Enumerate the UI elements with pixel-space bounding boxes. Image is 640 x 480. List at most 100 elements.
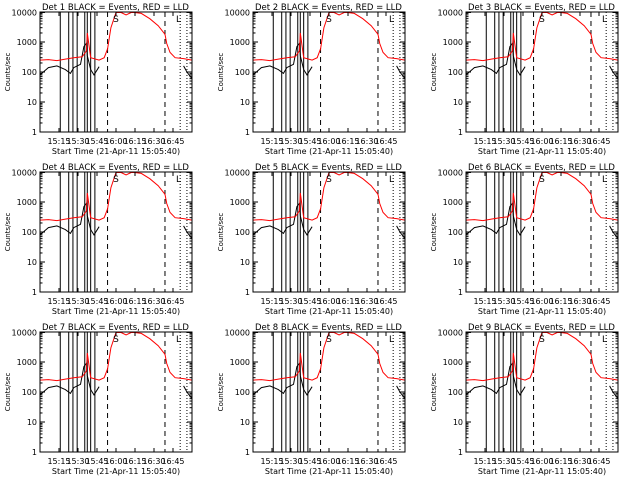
x-tick-label: 16:45	[374, 457, 397, 466]
y-axis-label: Counts/sec	[430, 213, 438, 252]
x-tick-label: 16:30	[568, 457, 591, 466]
x-tick-label: 16:45	[374, 137, 397, 146]
x-tick-label: 15:45	[85, 457, 108, 466]
x-tick-label: 15:15	[473, 137, 496, 146]
y-tick-label: 1000	[230, 198, 250, 207]
y-tick-label: 1000	[17, 358, 37, 367]
y-tick-label: 10	[27, 98, 37, 107]
x-tick-label: 15:15	[47, 457, 70, 466]
y-axis-label: Counts/sec	[4, 53, 12, 92]
x-tick-label: 15:30	[279, 457, 302, 466]
x-tick-label: 16:15	[123, 457, 146, 466]
y-tick-label: 1	[458, 128, 463, 137]
y-tick-label: 10	[27, 258, 37, 267]
chart-title: Det 4 BLACK = Events, RED = LLD	[42, 163, 189, 173]
y-axis-label: Counts/sec	[4, 213, 12, 252]
series-line-events	[465, 202, 526, 236]
y-tick-label: 10	[27, 418, 37, 427]
x-axis-label: Start Time (21-Apr-11 15:05:40)	[265, 307, 393, 316]
series-line-events	[252, 202, 313, 236]
y-tick-label: 100	[22, 388, 37, 397]
y-tick-label: 100	[235, 68, 250, 77]
x-axis-label: Start Time (21-Apr-11 15:05:40)	[52, 147, 180, 156]
series-line-events	[465, 362, 526, 396]
x-tick-label: 16:45	[587, 297, 610, 306]
x-tick-label: 16:15	[336, 457, 359, 466]
interval-marker: S	[113, 15, 119, 25]
x-tick-label: 16:00	[104, 137, 127, 146]
x-tick-label: 16:30	[568, 137, 591, 146]
y-tick-label: 100	[448, 68, 463, 77]
plot-frame	[252, 11, 406, 133]
x-tick-label: 15:30	[492, 297, 515, 306]
x-tick-label: 15:15	[260, 457, 283, 466]
interval-marker: L	[602, 175, 607, 185]
x-tick-label: 16:30	[355, 457, 378, 466]
x-tick-label: 16:15	[549, 457, 572, 466]
chart-title: Det 7 BLACK = Events, RED = LLD	[42, 323, 189, 333]
x-tick-label: 16:30	[142, 137, 165, 146]
y-tick-label: 1	[32, 448, 37, 457]
interval-marker: S	[113, 335, 119, 345]
y-tick-label: 10	[240, 98, 250, 107]
x-tick-label: 15:45	[298, 297, 321, 306]
y-tick-label: 10000	[225, 329, 250, 338]
plot-frame	[39, 331, 193, 453]
y-tick-label: 10000	[12, 329, 37, 338]
plot-frame	[465, 331, 619, 453]
series-line-events	[39, 42, 100, 76]
interval-marker: L	[389, 175, 394, 185]
x-tick-label: 16:45	[161, 137, 184, 146]
x-tick-label: 16:30	[568, 297, 591, 306]
y-tick-label: 10000	[438, 169, 463, 178]
series-line-events	[39, 362, 100, 396]
x-tick-label: 16:15	[336, 297, 359, 306]
y-tick-label: 1	[458, 448, 463, 457]
chart-title: Det 8 BLACK = Events, RED = LLD	[255, 323, 402, 333]
interval-marker: L	[602, 15, 607, 25]
x-tick-label: 15:30	[279, 137, 302, 146]
y-tick-label: 10000	[438, 329, 463, 338]
x-tick-label: 15:45	[85, 137, 108, 146]
y-tick-label: 1000	[17, 198, 37, 207]
interval-marker: S	[326, 15, 332, 25]
x-tick-label: 16:00	[530, 137, 553, 146]
interval-marker: L	[176, 15, 181, 25]
x-tick-label: 16:15	[336, 137, 359, 146]
x-tick-label: 16:15	[549, 297, 572, 306]
y-axis-label: Counts/sec	[217, 373, 225, 412]
chart-title: Det 6 BLACK = Events, RED = LLD	[468, 163, 615, 173]
y-axis-label: Counts/sec	[430, 53, 438, 92]
y-tick-label: 1000	[443, 38, 463, 47]
y-tick-label: 100	[235, 388, 250, 397]
x-tick-label: 15:30	[66, 297, 89, 306]
x-tick-label: 15:15	[47, 137, 70, 146]
x-tick-label: 16:00	[530, 457, 553, 466]
x-tick-label: 16:30	[142, 457, 165, 466]
interval-marker: L	[389, 335, 394, 345]
x-tick-label: 16:30	[355, 297, 378, 306]
x-axis-label: Start Time (21-Apr-11 15:05:40)	[265, 147, 393, 156]
series-line-events	[252, 42, 313, 76]
x-tick-label: 16:00	[104, 457, 127, 466]
y-tick-label: 100	[22, 68, 37, 77]
plot-frame	[39, 171, 193, 293]
x-tick-label: 16:45	[587, 137, 610, 146]
x-tick-label: 15:30	[492, 457, 515, 466]
y-tick-label: 100	[235, 228, 250, 237]
y-tick-label: 1	[245, 288, 250, 297]
interval-marker: S	[326, 175, 332, 185]
x-tick-label: 16:45	[161, 297, 184, 306]
x-axis-label: Start Time (21-Apr-11 15:05:40)	[478, 147, 606, 156]
x-tick-label: 15:30	[66, 457, 89, 466]
interval-marker: L	[602, 335, 607, 345]
series-line-events	[252, 362, 313, 396]
interval-marker: L	[176, 335, 181, 345]
interval-marker: L	[176, 175, 181, 185]
plot-frame	[252, 171, 406, 293]
